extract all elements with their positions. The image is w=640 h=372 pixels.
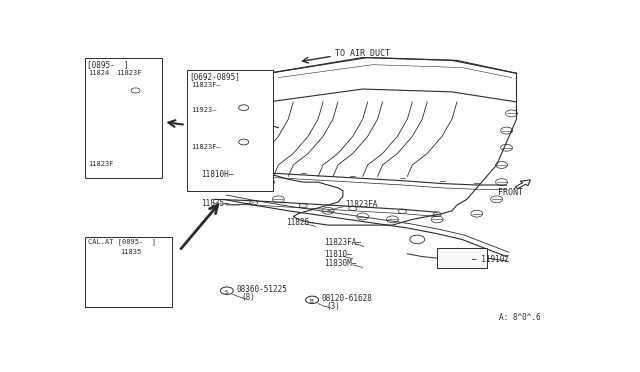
Text: 11823F: 11823F <box>116 70 141 76</box>
Text: 11823F—: 11823F— <box>191 82 221 88</box>
Text: 11823F—: 11823F— <box>191 144 221 150</box>
Text: A: 8^0^.6: A: 8^0^.6 <box>499 313 541 322</box>
Text: 11810—: 11810— <box>324 250 352 259</box>
Text: [0692-0895]: [0692-0895] <box>189 72 240 81</box>
Text: S: S <box>225 289 228 295</box>
Text: TO AIR DUCT: TO AIR DUCT <box>335 48 390 58</box>
Bar <box>85 237 172 307</box>
Text: B: B <box>310 299 314 304</box>
Text: 11830M—: 11830M— <box>324 259 356 268</box>
Text: 11823F: 11823F <box>88 160 113 167</box>
Bar <box>187 70 273 191</box>
Text: (8): (8) <box>241 293 255 302</box>
Text: — 11910Z: — 11910Z <box>472 255 509 264</box>
Text: 11824: 11824 <box>88 70 109 76</box>
Text: [0895-  ]: [0895- ] <box>88 61 129 70</box>
Bar <box>437 248 486 268</box>
Text: 11835: 11835 <box>120 249 141 255</box>
Text: 11826—: 11826— <box>286 218 314 227</box>
Text: 11835—: 11835— <box>202 199 229 208</box>
FancyArrow shape <box>515 180 531 189</box>
Bar <box>85 58 162 178</box>
Text: 11923—: 11923— <box>191 107 217 113</box>
Text: 08360-51225: 08360-51225 <box>236 285 287 294</box>
Text: (3): (3) <box>326 302 340 311</box>
Text: CAL.AT [0895-  ]: CAL.AT [0895- ] <box>88 238 156 245</box>
Text: 08120-61628: 08120-61628 <box>321 294 372 303</box>
Text: 11823FA: 11823FA <box>346 201 378 209</box>
Text: 11810H—: 11810H— <box>202 170 234 179</box>
Text: FRONT: FRONT <box>498 188 523 197</box>
Text: 11823FA—: 11823FA— <box>324 238 361 247</box>
